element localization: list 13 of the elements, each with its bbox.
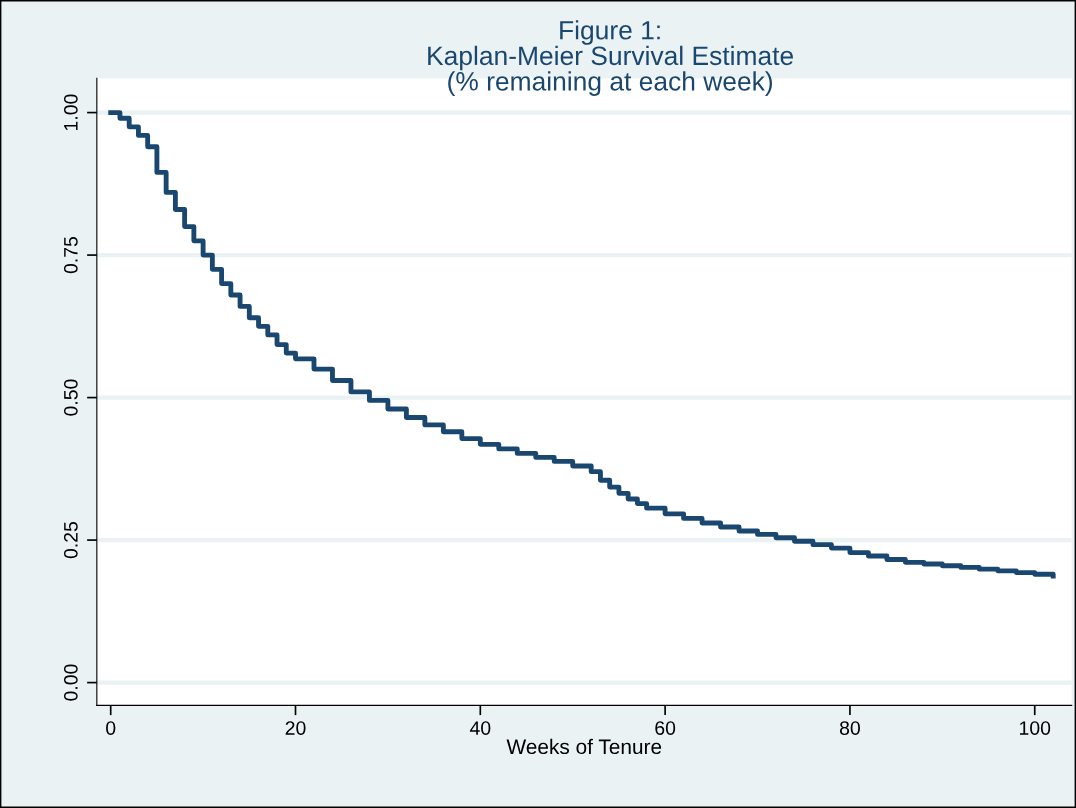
x-axis-title: Weeks of Tenure — [506, 738, 662, 755]
y-tick-label: 1.00 — [63, 94, 78, 131]
x-tick-label: 80 — [839, 721, 860, 735]
y-tick-label: 0.75 — [63, 236, 78, 274]
x-tick-label: 100 — [1020, 721, 1051, 735]
x-tick-label: 20 — [285, 721, 306, 735]
x-tick-label: 40 — [469, 721, 491, 735]
y-tick-label: 0.25 — [63, 521, 78, 559]
y-tick-label: 0.00 — [63, 664, 78, 701]
x-tick-label: 60 — [655, 721, 676, 735]
x-tick-label: 0 — [106, 721, 116, 735]
chart-title: Figure 1: Kaplan-Meier Survival Estimate (% remaining at each week) — [428, 20, 793, 96]
y-tick-label: 0.50 — [63, 379, 78, 416]
